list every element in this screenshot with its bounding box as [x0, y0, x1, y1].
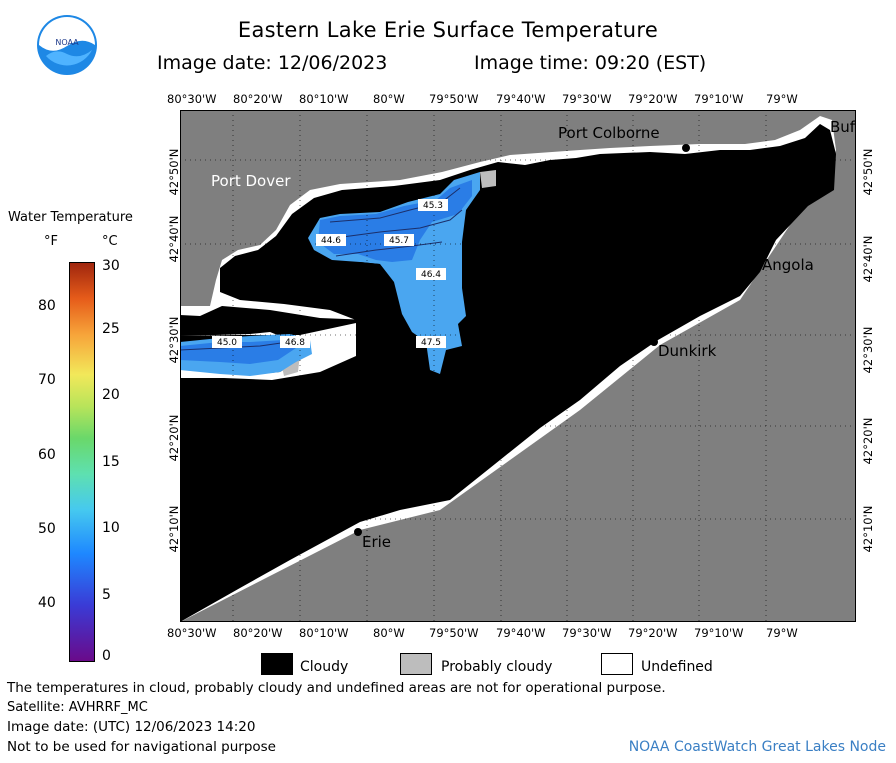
lon-tick-bottom: 79°50'W — [429, 626, 479, 640]
satellite-text: Satellite: AVHRRF_MC — [7, 700, 148, 715]
city-marker-icon — [650, 338, 658, 346]
legend-tick-c: 5 — [102, 587, 111, 603]
lon-tick-bottom: 79°40'W — [496, 626, 546, 640]
key-probably-cloudy-swatch — [400, 653, 432, 675]
nav-warning-text: Not to be used for navigational purpose — [7, 739, 276, 755]
lon-tick-top: 80°20'W — [233, 92, 283, 106]
legend-tick-c: 15 — [102, 454, 120, 470]
lon-tick-top: 79°20'W — [628, 92, 678, 106]
lon-tick-bottom: 79°30'W — [562, 626, 612, 640]
lon-tick-bottom: 79°10'W — [694, 626, 744, 640]
legend-tick-c: 20 — [102, 387, 120, 403]
place-label-port-colborne: Port Colborne — [558, 124, 660, 142]
lon-tick-bottom: 79°W — [766, 626, 798, 640]
isotherm-label: 45.3 — [418, 199, 448, 211]
image-time: Image time: 09:20 (EST) — [474, 52, 707, 74]
legend-tick-f: 80 — [38, 298, 56, 314]
lat-tick-left: 42°20'N — [167, 414, 181, 462]
lat-tick-left: 42°40'N — [167, 215, 181, 263]
city-marker-icon — [354, 528, 362, 536]
key-cloudy-label: Cloudy — [300, 659, 349, 675]
lat-tick-right: 42°10'N — [861, 505, 875, 553]
lat-tick-right: 42°20'N — [861, 417, 875, 465]
city-marker-icon — [754, 250, 762, 258]
isotherm-label-text: 47.5 — [421, 338, 441, 348]
lat-tick-left: 42°10'N — [167, 505, 181, 553]
lon-tick-top: 79°40'W — [496, 92, 546, 106]
legend-tick-f: 50 — [38, 521, 56, 537]
lon-tick-top: 79°10'W — [694, 92, 744, 106]
key-undefined-label: Undefined — [641, 659, 713, 675]
logo-text: NOAA — [55, 38, 79, 47]
lon-tick-bottom: 80°30'W — [167, 626, 217, 640]
legend-tick-c: 25 — [102, 321, 120, 337]
legend-tick-f: 60 — [38, 447, 56, 463]
color-bar — [69, 262, 95, 662]
lon-tick-bottom: 79°20'W — [628, 626, 678, 640]
lon-tick-bottom: 80°20'W — [233, 626, 283, 640]
lat-tick-right: 42°40'N — [861, 235, 875, 283]
isotherm-label: 45.0 — [212, 336, 242, 348]
isotherm-label-text: 45.0 — [217, 338, 237, 348]
legend-tick-c: 10 — [102, 520, 120, 536]
graticule — [180, 110, 856, 622]
noaa-logo: NOAA — [36, 14, 98, 76]
lat-tick-left: 42°50'N — [167, 148, 181, 196]
isotherm-label: 46.4 — [416, 268, 446, 280]
place-label-dunkirk: Dunkirk — [658, 342, 717, 360]
lon-tick-top: 80°30'W — [167, 92, 217, 106]
isotherm-label: 45.7 — [384, 234, 414, 246]
disclaimer-text: The temperatures in cloud, probably clou… — [7, 680, 666, 696]
legend-tick-c: 0 — [102, 648, 111, 664]
city-marker-icon — [682, 144, 690, 152]
lon-tick-bottom: 80°W — [373, 626, 405, 640]
legend-tick-c: 30 — [102, 258, 120, 274]
legend-unit-c: °C — [102, 234, 118, 249]
isotherm-label-text: 46.4 — [421, 270, 441, 280]
place-label-buffalo: Buf — [830, 118, 856, 136]
isotherm-label-text: 45.3 — [423, 201, 443, 211]
noaa-emblem-icon: NOAA — [37, 15, 97, 75]
legend-unit-f: °F — [44, 234, 58, 249]
key-cloudy-swatch — [261, 653, 293, 675]
isotherm-label-text: 46.8 — [285, 338, 305, 348]
legend-tick-f: 40 — [38, 595, 56, 611]
lon-tick-top: 79°50'W — [429, 92, 479, 106]
credit-text: NOAA CoastWatch Great Lakes Node — [628, 739, 886, 755]
lon-tick-top: 80°W — [373, 92, 405, 106]
image-date: Image date: 12/06/2023 — [157, 52, 388, 74]
isotherm-label-text: 44.6 — [321, 236, 341, 246]
legend-title: Water Temperature — [8, 210, 133, 225]
isotherm-label: 44.6 — [316, 234, 346, 246]
lon-tick-bottom: 80°10'W — [299, 626, 349, 640]
lon-tick-top: 79°W — [766, 92, 798, 106]
key-undefined-swatch — [601, 653, 633, 675]
lat-tick-left: 42°30'N — [167, 316, 181, 364]
lake-erie-map: 45.3 44.6 45.7 46.4 45.0 46.8 47.5 Port … — [180, 110, 856, 622]
place-label-erie: Erie — [362, 533, 391, 551]
lon-tick-top: 79°30'W — [562, 92, 612, 106]
key-probably-cloudy-label: Probably cloudy — [441, 659, 553, 675]
legend-tick-f: 70 — [38, 372, 56, 388]
place-label-angola: Angola — [762, 256, 814, 274]
lat-tick-right: 42°30'N — [861, 326, 875, 374]
place-label-port-dover: Port Dover — [211, 172, 291, 190]
isotherm-label: 46.8 — [280, 336, 310, 348]
utc-date-text: Image date: (UTC) 12/06/2023 14:20 — [7, 719, 256, 735]
map-border — [180, 110, 856, 622]
city-marker-icon — [824, 138, 832, 146]
isotherm-label: 47.5 — [416, 336, 446, 348]
isotherm-label-text: 45.7 — [389, 236, 409, 246]
lat-tick-right: 42°50'N — [861, 148, 875, 196]
lon-tick-top: 80°10'W — [299, 92, 349, 106]
map-title: Eastern Lake Erie Surface Temperature — [237, 18, 659, 42]
